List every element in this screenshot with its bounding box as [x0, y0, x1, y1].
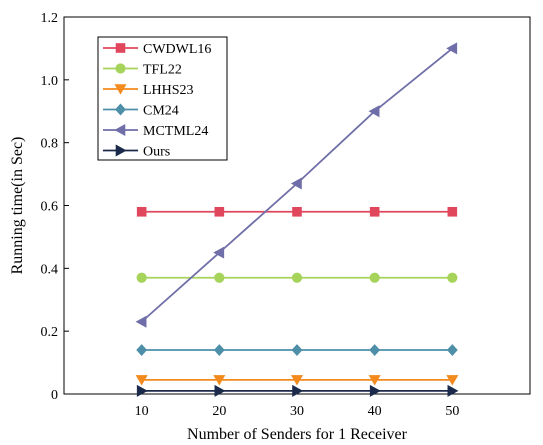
data-point-lhhs23: [213, 375, 226, 386]
legend-marker-mctml24: [114, 123, 126, 137]
legend-item-tfl22: TFL22: [103, 63, 182, 78]
data-point-mctml24: [135, 315, 147, 328]
data-point-lhhs23: [290, 375, 304, 386]
legend-item-cwdwl16: CWDWL16: [103, 42, 211, 57]
data-point-ours: [214, 384, 226, 397]
data-point-cwdwl16: [369, 206, 380, 217]
y-tick-label: 1.2: [41, 11, 59, 26]
x-tick-label: 20: [212, 404, 226, 419]
data-point-mctml24: [290, 177, 302, 190]
data-point-mctml24: [368, 105, 380, 118]
y-tick-label: 0.4: [41, 262, 59, 277]
data-point-cm24: [369, 344, 381, 356]
x-tick-label: 10: [135, 404, 149, 419]
x-tick-label: 40: [368, 404, 382, 419]
y-axis-title: Running time(in Sec): [9, 137, 26, 275]
y-tick-label: 0.8: [41, 137, 59, 152]
legend-item-mctml24: MCTML24: [103, 123, 208, 139]
x-tick-label: 30: [290, 404, 304, 419]
data-point-tfl22: [214, 272, 225, 283]
data-point-tfl22: [369, 272, 380, 283]
legend-marker-lhhs23: [114, 84, 127, 95]
data-point-mctml24: [446, 42, 458, 55]
data-point-cwdwl16: [447, 206, 458, 217]
legend-marker-cm24: [115, 103, 126, 116]
y-tick-label: 0.2: [41, 325, 59, 340]
legend-item-lhhs23: LHHS23: [103, 83, 194, 98]
legend: CWDWL16 TFL22 LHHS23 CM24 MCTML24 Ours: [97, 36, 228, 161]
data-point-cm24: [213, 344, 225, 356]
data-point-ours: [447, 384, 459, 397]
data-point-cwdwl16: [136, 206, 147, 217]
legend-label-lhhs23: LHHS23: [143, 83, 194, 98]
series-layer: [135, 42, 459, 397]
x-tick-label: 50: [445, 404, 459, 419]
y-tick-label: 0: [51, 388, 58, 403]
data-point-ours: [292, 384, 304, 397]
legend-label-cm24: CM24: [143, 104, 179, 119]
data-point-ours: [136, 384, 148, 397]
data-point-tfl22: [136, 272, 147, 283]
data-point-tfl22: [447, 272, 458, 283]
legend-item-ours: Ours: [103, 144, 170, 160]
series-mctml24: [135, 42, 458, 328]
legend-marker-tfl22: [115, 63, 126, 74]
data-point-cm24: [136, 344, 148, 356]
legend-marker-cwdwl16: [115, 43, 126, 53]
data-point-cwdwl16: [292, 206, 302, 217]
series-cwdwl16: [136, 206, 458, 217]
x-axis-title: Number of Senders for 1 Receiver: [187, 426, 408, 443]
series-ours: [136, 384, 459, 397]
data-point-lhhs23: [446, 375, 459, 386]
legend-label-tfl22: TFL22: [143, 63, 182, 78]
y-tick-label: 0.6: [41, 200, 59, 215]
legend-label-mctml24: MCTML24: [143, 124, 208, 139]
data-point-cm24: [446, 344, 458, 356]
data-point-tfl22: [291, 272, 303, 283]
data-point-cm24: [291, 344, 303, 356]
x-axis: 10 20 30 40 50: [135, 389, 459, 419]
legend-box: [97, 36, 228, 161]
legend-label-cwdwl16: CWDWL16: [143, 42, 211, 57]
series-lhhs23: [135, 375, 459, 386]
data-point-lhhs23: [135, 375, 148, 386]
legend-item-cm24: CM24: [103, 104, 179, 119]
series-tfl22: [136, 272, 458, 283]
series-cm24: [136, 344, 458, 356]
legend-marker-ours: [115, 144, 127, 157]
data-point-ours: [369, 384, 381, 397]
data-point-lhhs23: [368, 375, 381, 386]
y-axis: 0 0.2 0.4 0.6 0.8 1.0 1.2: [41, 11, 69, 403]
legend-label-ours: Ours: [143, 145, 170, 160]
data-point-cwdwl16: [214, 206, 225, 217]
data-point-mctml24: [213, 246, 225, 259]
y-tick-label: 1.0: [41, 74, 59, 89]
